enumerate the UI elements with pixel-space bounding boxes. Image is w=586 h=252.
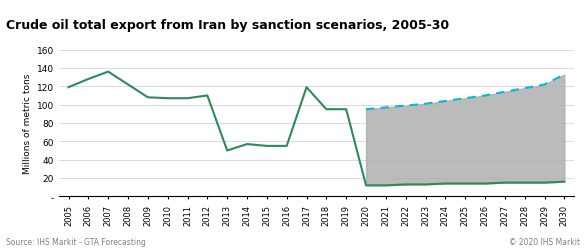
Text: Crude oil total export from Iran by sanction scenarios, 2005-30: Crude oil total export from Iran by sanc… <box>6 18 449 32</box>
Text: Source: IHS Markit - GTA Forecasting: Source: IHS Markit - GTA Forecasting <box>6 237 146 246</box>
Y-axis label: Millions of metric tons: Millions of metric tons <box>23 74 32 173</box>
Text: © 2020 IHS Markit: © 2020 IHS Markit <box>509 237 580 246</box>
